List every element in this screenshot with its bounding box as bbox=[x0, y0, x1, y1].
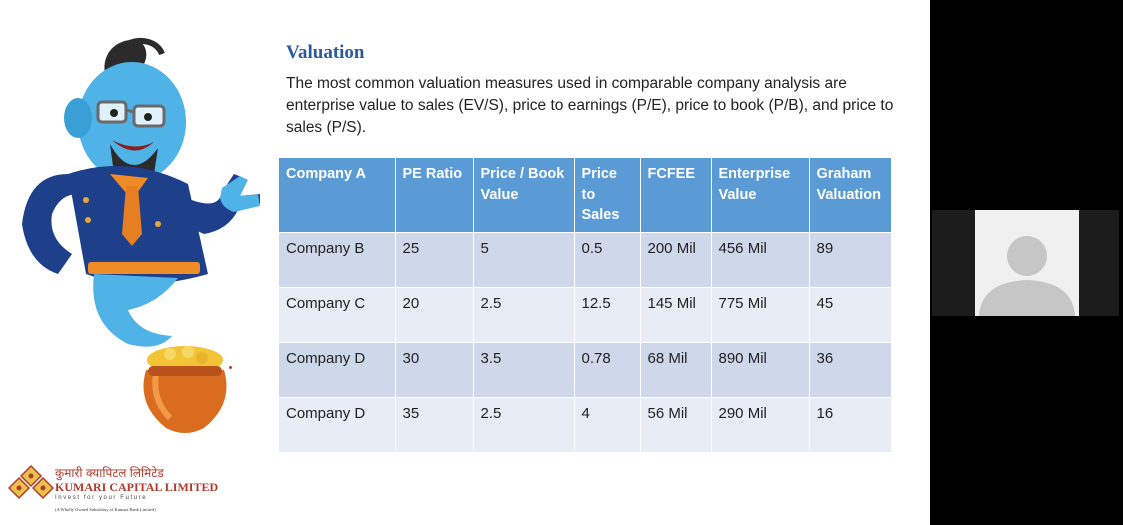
gold-coin-pot bbox=[143, 346, 227, 433]
header-price-book: Price / Book Value bbox=[473, 158, 575, 232]
table-row: Company B 25 5 0.5 200 Mil 456 Mil 89 bbox=[279, 231, 891, 287]
logo-nepali-text: कुमारी क्यापिटल लिमिटेड bbox=[55, 466, 164, 480]
table-cell: Company B bbox=[279, 231, 396, 287]
header-price-sales: Price to Sales bbox=[574, 158, 641, 232]
table-cell: 25 bbox=[395, 231, 474, 287]
company-logo: कुमारी क्यापिटल लिमिटेड KUMARI CAPITAL L… bbox=[8, 460, 218, 520]
genie-mascot bbox=[22, 37, 260, 347]
table-cell: 145 Mil bbox=[640, 286, 712, 342]
table-cell: 56 Mil bbox=[640, 396, 712, 452]
table-cell: 68 Mil bbox=[640, 341, 712, 397]
table-cell: 0.78 bbox=[574, 341, 641, 397]
diamond-logo-icon bbox=[8, 464, 54, 500]
table-cell: 20 bbox=[395, 286, 474, 342]
header-graham-valuation: Graham Valuation bbox=[809, 158, 891, 232]
table-cell: 775 Mil bbox=[711, 286, 810, 342]
table-cell: 3.5 bbox=[473, 341, 575, 397]
table-row: Company D 30 3.5 0.78 68 Mil 890 Mil 36 bbox=[279, 341, 891, 397]
meeting-side-panel bbox=[930, 0, 1123, 525]
table-cell: Company D bbox=[279, 396, 396, 452]
intro-paragraph: The most common valuation measures used … bbox=[286, 75, 894, 136]
red-dot bbox=[229, 366, 232, 369]
logo-subsidiary-note: (A Wholly Owned Subsidiary of Kumari Ban… bbox=[55, 507, 156, 512]
table-cell: 36 bbox=[809, 341, 891, 397]
table-cell: 89 bbox=[809, 231, 891, 287]
table-cell: Company D bbox=[279, 341, 396, 397]
slide-title: Valuation bbox=[286, 42, 365, 63]
logo-company-name: KUMARI CAPITAL LIMITED bbox=[55, 480, 219, 494]
person-avatar-icon bbox=[979, 236, 1075, 316]
table-cell: 290 Mil bbox=[711, 396, 810, 452]
header-fcfee: FCFEE bbox=[640, 158, 712, 232]
table-row: Company C 20 2.5 12.5 145 Mil 775 Mil 45 bbox=[279, 286, 891, 342]
table-cell: 2.5 bbox=[473, 396, 575, 452]
table-cell: 35 bbox=[395, 396, 474, 452]
presentation-slide: Valuation The most common valuation meas… bbox=[0, 0, 930, 525]
table-cell: 200 Mil bbox=[640, 231, 712, 287]
table-row: Company D 35 2.5 4 56 Mil 290 Mil 16 bbox=[279, 396, 891, 452]
logo-tagline: Invest for your Future bbox=[55, 495, 148, 501]
header-enterprise-value: Enterprise Value bbox=[711, 158, 810, 232]
participant-video-tile[interactable] bbox=[932, 210, 1119, 316]
table-cell: 5 bbox=[473, 231, 575, 287]
table-cell: 12.5 bbox=[574, 286, 641, 342]
header-company: Company A bbox=[279, 158, 396, 232]
table-cell: 456 Mil bbox=[711, 231, 810, 287]
table-header-row: Company A PE Ratio Price / Book Value Pr… bbox=[279, 158, 891, 232]
valuation-table: Company A PE Ratio Price / Book Value Pr… bbox=[279, 158, 891, 452]
table-cell: 4 bbox=[574, 396, 641, 452]
table-cell: 30 bbox=[395, 341, 474, 397]
header-pe-ratio: PE Ratio bbox=[395, 158, 474, 232]
table-cell: 0.5 bbox=[574, 231, 641, 287]
table-cell: 45 bbox=[809, 286, 891, 342]
table-cell: Company C bbox=[279, 286, 396, 342]
table-cell: 2.5 bbox=[473, 286, 575, 342]
participant-video-frame bbox=[975, 210, 1079, 316]
table-cell: 890 Mil bbox=[711, 341, 810, 397]
table-cell: 16 bbox=[809, 396, 891, 452]
